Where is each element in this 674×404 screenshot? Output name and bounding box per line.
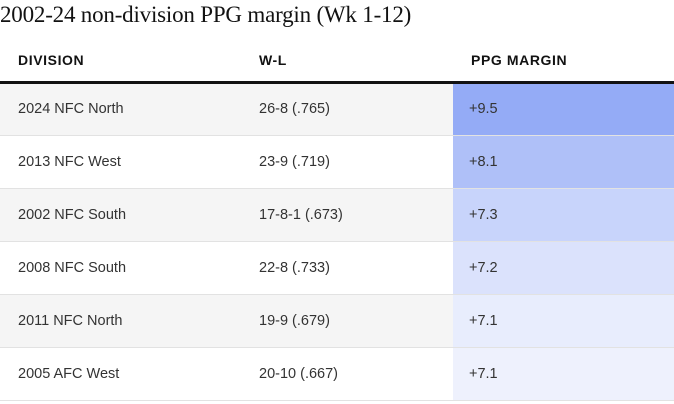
division-cell: 2005 AFC West [0, 347, 241, 401]
division-cell: 2011 NFC North [0, 294, 241, 348]
division-cell: 2013 NFC West [0, 135, 241, 189]
column-header-division[interactable]: DIVISION [0, 40, 241, 84]
win-loss-cell: 22-8 (.733) [241, 241, 453, 295]
win-loss-cell: 26-8 (.765) [241, 82, 453, 136]
ppg-margin-cell: +8.1 [453, 135, 674, 189]
ppg-margin-cell: +7.1 [453, 294, 674, 348]
ppg-margin-cell: +7.2 [453, 241, 674, 295]
ppg-margin-cell: +9.5 [453, 82, 674, 136]
column-header-ppg-margin[interactable]: PPG MARGIN [453, 40, 674, 84]
ppg-margin-cell: +7.3 [453, 188, 674, 242]
table-row: 2005 AFC West 20-10 (.667) +7.1 [0, 347, 674, 401]
table-row: 2013 NFC West 23-9 (.719) +8.1 [0, 135, 674, 189]
table-header-row: DIVISION W-L PPG MARGIN [0, 40, 674, 84]
table-row: 2024 NFC North 26-8 (.765) +9.5 [0, 82, 674, 136]
table-row: 2002 NFC South 17-8-1 (.673) +7.3 [0, 188, 674, 242]
win-loss-cell: 19-9 (.679) [241, 294, 453, 348]
division-cell: 2024 NFC North [0, 82, 241, 136]
ppg-margin-cell: +7.1 [453, 347, 674, 401]
win-loss-cell: 17-8-1 (.673) [241, 188, 453, 242]
table-row: 2008 NFC South 22-8 (.733) +7.2 [0, 241, 674, 295]
win-loss-cell: 23-9 (.719) [241, 135, 453, 189]
table-row: 2011 NFC North 19-9 (.679) +7.1 [0, 294, 674, 348]
division-cell: 2002 NFC South [0, 188, 241, 242]
win-loss-cell: 20-10 (.667) [241, 347, 453, 401]
column-header-wl[interactable]: W-L [241, 40, 453, 84]
ppg-margin-table: DIVISION W-L PPG MARGIN 2024 NFC North 2… [0, 40, 674, 401]
table-title: 2002-24 non-division PPG margin (Wk 1-12… [0, 2, 412, 27]
division-cell: 2008 NFC South [0, 241, 241, 295]
